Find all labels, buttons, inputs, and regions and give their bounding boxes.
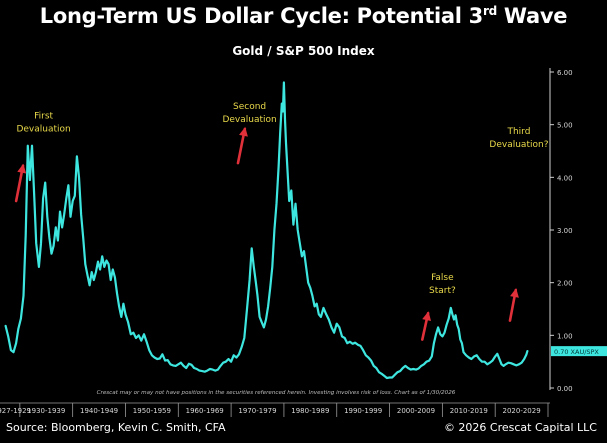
y-tick-label: 0.00: [557, 385, 573, 393]
arrow-head: [422, 311, 431, 322]
last-value-box: [551, 346, 607, 357]
arrow-head: [17, 163, 27, 174]
annotation-text: Devaluation: [222, 115, 276, 125]
x-tick-label: 1970-1979: [238, 407, 276, 415]
y-tick-label: 1.00: [557, 332, 573, 340]
annotation-text: Start?: [429, 286, 456, 296]
series-line: [4, 81, 529, 380]
y-tick-label: 6.00: [557, 69, 573, 77]
x-tick-label: 1927-1929: [0, 407, 31, 415]
x-tick-label: 1990-1999: [344, 407, 382, 415]
x-tick-label: 1980-1989: [291, 407, 329, 415]
x-tick-label: 2000-2009: [397, 407, 435, 415]
last-value-label: 0.70 XAU/SPX: [554, 348, 599, 356]
x-tick-label: 2010-2019: [450, 407, 488, 415]
chart-title: Long-Term US Dollar Cycle: Potential 3rd…: [0, 4, 607, 28]
x-tick-label: 1940-1949: [80, 407, 118, 415]
arrow-head: [239, 126, 248, 137]
chart-title-superscript: rd: [482, 4, 497, 18]
annotation-text: Third: [506, 127, 530, 137]
y-tick-label: 3.00: [557, 227, 573, 235]
copyright-note: © 2026 Crescat Capital LLC: [443, 421, 597, 434]
x-tick-label: 1930-1939: [27, 407, 65, 415]
x-tick-label: 2020-2029: [503, 407, 541, 415]
x-tick-label: 1950-1959: [133, 407, 171, 415]
chart-subtitle: Gold / S&P 500 Index: [232, 44, 375, 58]
annotation-text: False: [431, 273, 454, 283]
disclaimer-note: Crescat may or may not have positions in…: [97, 390, 456, 396]
y-tick-label: 4.00: [557, 174, 573, 182]
annotation-text: Devaluation?: [489, 140, 548, 150]
arrow-head: [510, 288, 519, 298]
annotation-text: First: [34, 111, 53, 121]
source-note: Source: Bloomberg, Kevin C. Smith, CFA: [6, 421, 226, 434]
chart-title-end: Wave: [496, 4, 568, 28]
chart-title-main: Long-Term US Dollar Cycle: Potential 3: [39, 4, 484, 28]
annotation-text: Second: [233, 102, 266, 112]
y-tick-label: 5.00: [557, 122, 573, 130]
annotation-text: Devaluation: [16, 124, 70, 134]
x-tick-label: 1960-1969: [186, 407, 224, 415]
y-tick-label: 2.00: [557, 280, 573, 288]
